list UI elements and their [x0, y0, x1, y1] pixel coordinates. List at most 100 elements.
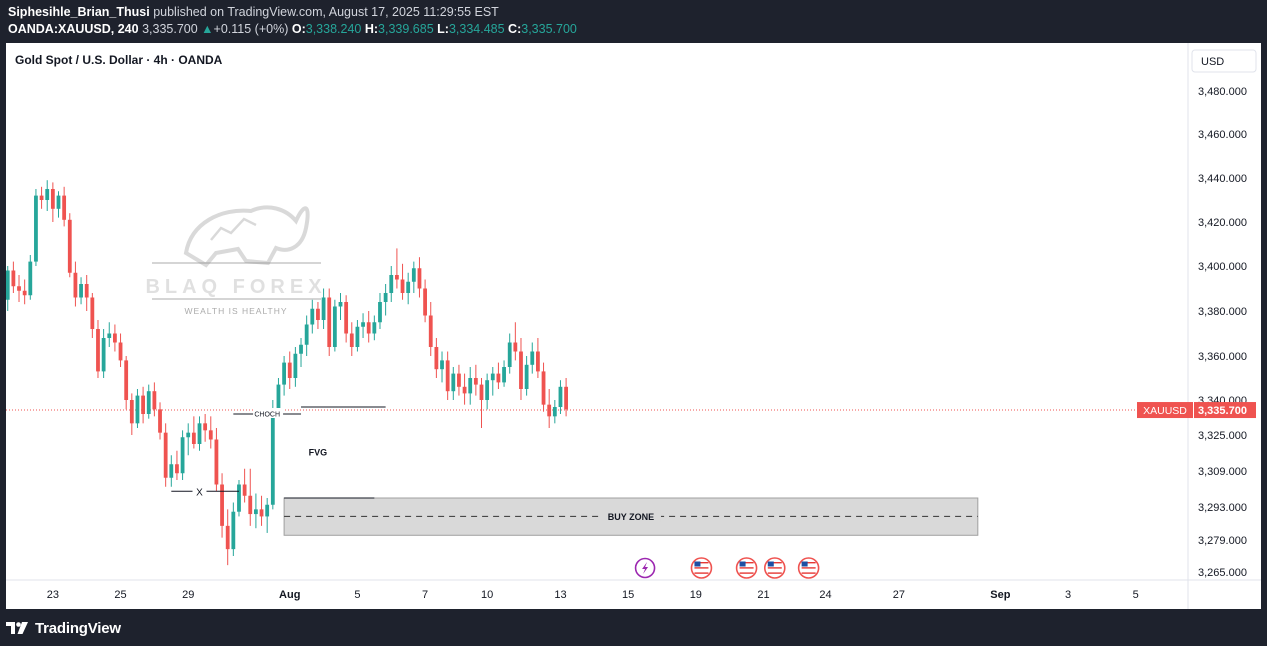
candle-body [152, 391, 157, 410]
candle-body [62, 195, 67, 220]
candle-body [186, 432, 191, 438]
open-value: 3,338.240 [305, 22, 362, 36]
time-axis-tick: Aug [279, 589, 300, 601]
us-flag-canton [739, 561, 746, 567]
candle-body [254, 509, 258, 515]
us-flag-stripe [694, 562, 709, 564]
candle-body [56, 195, 61, 209]
candle-body [361, 322, 365, 327]
time-axis-tick: 21 [757, 589, 769, 601]
candle-body [293, 353, 298, 378]
candle-body [389, 275, 394, 293]
candle-body [383, 293, 388, 302]
candle-body [242, 484, 247, 496]
price-tag-value: 3,335.700 [1198, 405, 1247, 417]
candle-body [536, 351, 540, 372]
open-label: O: [291, 22, 306, 36]
candle-body [214, 439, 219, 485]
choch-label: CHOCH [254, 412, 280, 419]
candle-body [400, 279, 405, 293]
chart-panel[interactable]: BLAQ FOREX WEALTH IS HEALTHY BUY ZONE CHOCH… [6, 43, 1261, 609]
us-flag-stripe [801, 567, 816, 569]
candle-body [287, 362, 292, 378]
candle-body [547, 404, 552, 417]
time-axis-tick: 24 [819, 589, 831, 601]
price-chart[interactable]: BLAQ FOREX WEALTH IS HEALTHY BUY ZONE CHOCH… [6, 43, 1261, 609]
candle-body [490, 373, 495, 381]
candle-body [541, 371, 546, 405]
time-axis-tick: 25 [114, 589, 126, 601]
time-axis-tick: 23 [47, 589, 59, 601]
candle-body [519, 351, 523, 389]
time-axis-tick: 19 [690, 589, 702, 601]
candle-body [479, 384, 484, 400]
us-flag-stripe [739, 572, 754, 574]
candle-body [468, 378, 473, 394]
us-flag-stripe [801, 562, 816, 564]
currency-button-frame [1191, 49, 1257, 73]
buy-zone-label-bg [600, 509, 661, 523]
candle-body [203, 423, 208, 431]
price-axis-tick: 3,279.000 [1198, 535, 1247, 547]
author-name[interactable]: Siphesihle_Brian_Thusi [8, 5, 150, 19]
candle-body [6, 270, 10, 300]
price-axis-tick: 3,460.000 [1198, 129, 1247, 141]
candle-body [327, 297, 332, 347]
us-flag-stripe [801, 572, 816, 574]
price-change: +0.115 (+0%) [213, 22, 289, 36]
candle-body [445, 360, 450, 392]
us-flag-stripe [694, 569, 709, 572]
candle-body [231, 511, 236, 550]
time-axis-tick: 27 [893, 589, 905, 601]
candle-body [90, 297, 95, 329]
candle-body [485, 380, 490, 400]
candle-body [79, 284, 83, 298]
tradingview-logo: TradingView [6, 618, 121, 638]
candle-body [440, 360, 444, 370]
candle-body [259, 509, 264, 517]
us-flag-stripe [694, 572, 709, 574]
us-flag-stripe [739, 564, 754, 566]
candle-body [50, 189, 55, 209]
candle-body [558, 386, 563, 407]
candle-body [428, 315, 433, 347]
chart-title-bg [6, 50, 236, 68]
candle-body [513, 342, 518, 352]
candle-body [507, 342, 512, 367]
candle-body [451, 373, 456, 392]
close-value: 3,335.700 [521, 22, 577, 36]
candle-body [158, 409, 162, 433]
price-tag-symbol: XAUUSD [1143, 405, 1187, 417]
price-axis-tick: 3,480.000 [1198, 86, 1247, 98]
candle-body [129, 400, 134, 424]
candle-body [101, 338, 106, 372]
close-label: C: [508, 22, 522, 36]
us-flag-stripe [739, 567, 754, 569]
candle-body [417, 268, 422, 289]
candle-body [96, 329, 100, 372]
candle-body [84, 284, 89, 298]
candle-body [355, 326, 360, 347]
candle-body [457, 373, 461, 387]
candle-body [248, 495, 253, 515]
candle-body [208, 430, 213, 440]
us-flag-stripe [694, 567, 709, 569]
candle-body [67, 219, 72, 273]
candle-body [11, 270, 16, 287]
publish-info: Siphesihle_Brian_Thusi published on Trad… [8, 5, 499, 19]
candle-body [39, 195, 44, 200]
time-axis-tick: 5 [1133, 589, 1139, 601]
price-axis-tick: 3,400.000 [1198, 261, 1247, 273]
us-flag-canton [694, 561, 701, 567]
time-axis-tick: 7 [422, 589, 428, 601]
candle-body [141, 395, 145, 414]
price-tag-symbol-bg [1137, 402, 1193, 419]
candle-body [524, 364, 529, 389]
us-flag-stripe [801, 569, 816, 572]
price-axis-tick: 3,360.000 [1198, 351, 1247, 363]
candle-body [321, 297, 326, 320]
candle-body [146, 391, 151, 414]
low-value: 3,334.485 [448, 22, 505, 36]
candle-body [316, 308, 320, 320]
high-label: H: [364, 22, 379, 36]
